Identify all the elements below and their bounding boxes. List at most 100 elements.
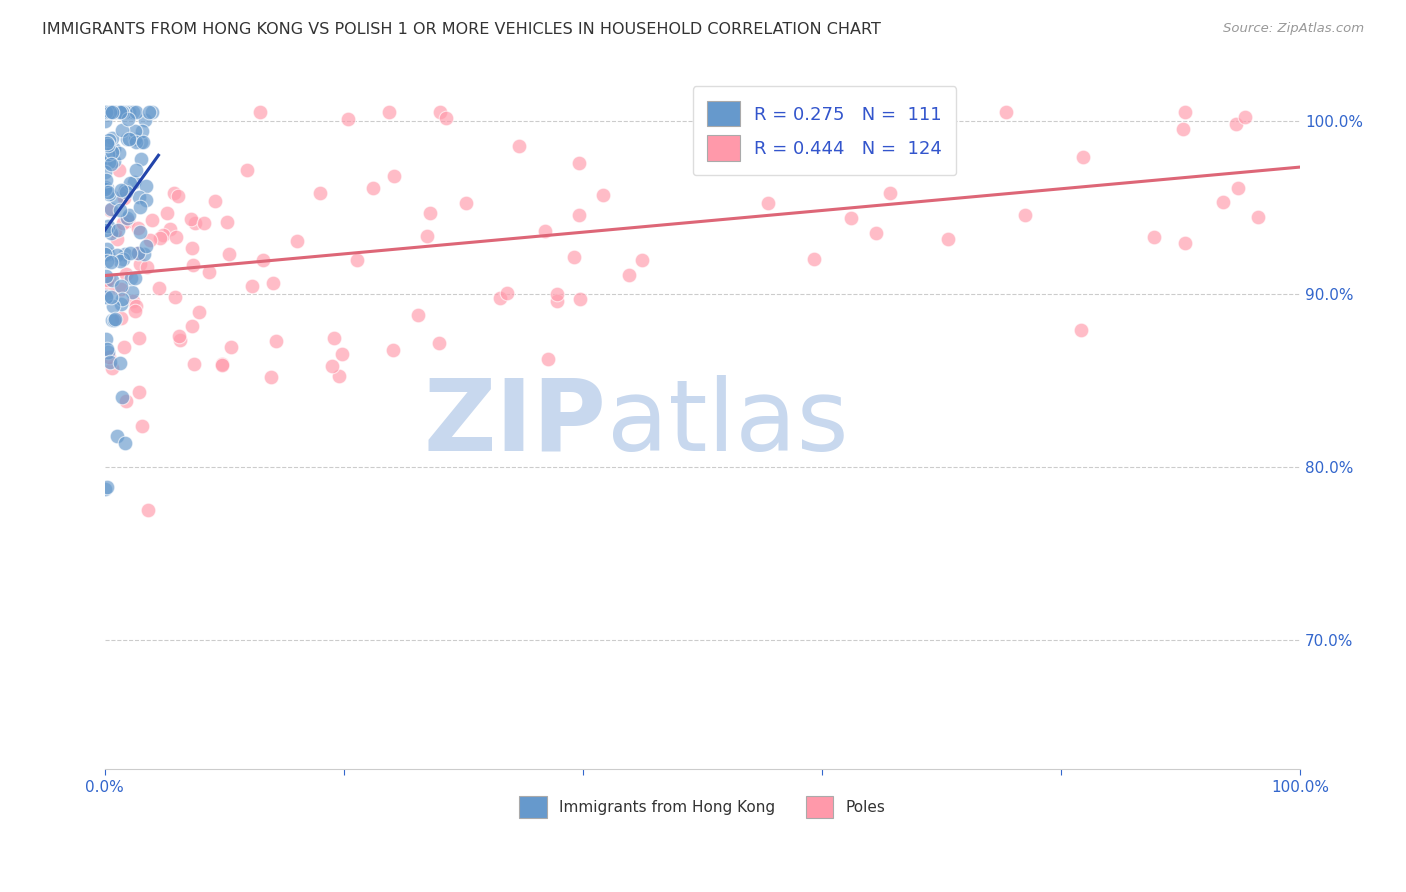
Point [361, 180, 384, 194]
Point [100, 157, 122, 171]
Point [101, 312, 124, 326]
Point [159, 221, 181, 235]
Point [110, 296, 132, 310]
Point [148, 280, 170, 294]
Point [98, 355, 121, 369]
Point [110, 282, 132, 296]
Point [138, 234, 160, 248]
Point [118, 132, 141, 146]
Point [128, 331, 150, 345]
Point [94, 182, 117, 196]
Point [568, 208, 591, 222]
Point [114, 436, 136, 450]
Point [252, 253, 274, 268]
Point [118, 105, 141, 120]
Point [115, 267, 138, 281]
Point [103, 154, 125, 169]
Point [97, 146, 120, 161]
Point [546, 287, 568, 301]
Point [97, 247, 120, 261]
Legend: Immigrants from Hong Kong, Poles: Immigrants from Hong Kong, Poles [513, 790, 891, 824]
Point [104, 191, 127, 205]
Point [1071, 150, 1094, 164]
Point [131, 152, 153, 166]
Point [249, 105, 271, 120]
Point [264, 334, 287, 348]
Point [828, 155, 851, 169]
Point [112, 186, 135, 200]
Point [114, 247, 136, 261]
Point [108, 105, 131, 120]
Point [1174, 105, 1197, 120]
Text: IMMIGRANTS FROM HONG KONG VS POLISH 1 OR MORE VEHICLES IN HOUSEHOLD CORRELATION : IMMIGRANTS FROM HONG KONG VS POLISH 1 OR… [42, 22, 882, 37]
Point [1174, 236, 1197, 251]
Point [94, 332, 117, 346]
Point [96, 253, 118, 268]
Point [103, 313, 125, 327]
Point [167, 189, 190, 203]
Point [456, 196, 478, 211]
Point [111, 390, 134, 404]
Point [121, 285, 143, 300]
Point [111, 105, 134, 120]
Point [94, 165, 117, 179]
Point [427, 336, 450, 351]
Point [434, 112, 457, 126]
Point [169, 329, 191, 343]
Point [879, 186, 901, 201]
Point [97, 138, 120, 153]
Point [419, 206, 441, 220]
Point [156, 206, 179, 220]
Point [107, 146, 129, 161]
Point [865, 227, 887, 241]
Point [107, 223, 129, 237]
Point [285, 234, 308, 248]
Point [110, 310, 132, 325]
Point [187, 305, 209, 319]
Point [96, 273, 118, 287]
Point [135, 260, 157, 274]
Point [114, 393, 136, 408]
Point [101, 273, 124, 287]
Point [128, 385, 150, 400]
Point [96, 288, 118, 302]
Point [111, 105, 134, 120]
Point [262, 276, 284, 290]
Point [1247, 211, 1270, 225]
Point [94, 113, 117, 128]
Point [180, 318, 202, 333]
Point [105, 429, 128, 443]
Point [537, 352, 560, 367]
Point [562, 250, 585, 264]
Point [416, 228, 439, 243]
Point [101, 105, 124, 120]
Point [118, 245, 141, 260]
Point [101, 145, 124, 160]
Point [630, 252, 652, 267]
Point [163, 290, 186, 304]
Point [184, 216, 207, 230]
Point [98, 155, 121, 169]
Point [124, 304, 146, 318]
Point [337, 112, 360, 127]
Point [309, 186, 332, 200]
Point [97, 186, 120, 200]
Point [592, 188, 614, 202]
Point [98, 350, 121, 364]
Point [94, 247, 117, 261]
Point [135, 193, 157, 207]
Point [710, 118, 733, 132]
Point [236, 162, 259, 177]
Point [97, 219, 120, 233]
Point [94, 173, 117, 187]
Point [114, 105, 136, 120]
Point [134, 247, 156, 261]
Point [138, 105, 160, 120]
Point [218, 247, 240, 261]
Point [100, 203, 122, 218]
Point [117, 208, 139, 222]
Point [114, 185, 136, 199]
Point [134, 113, 156, 128]
Point [96, 290, 118, 304]
Point [105, 232, 128, 246]
